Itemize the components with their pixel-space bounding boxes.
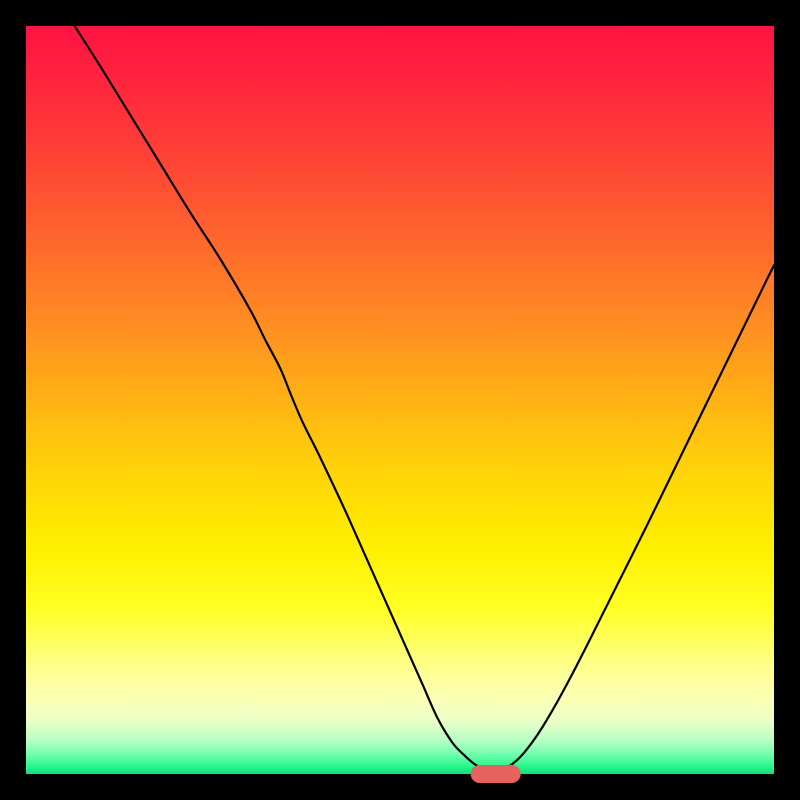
plot-area [26, 26, 774, 774]
optimal-marker [471, 765, 521, 783]
chart-container: TheBottleneck.com [0, 0, 800, 800]
bottleneck-chart [0, 0, 800, 800]
